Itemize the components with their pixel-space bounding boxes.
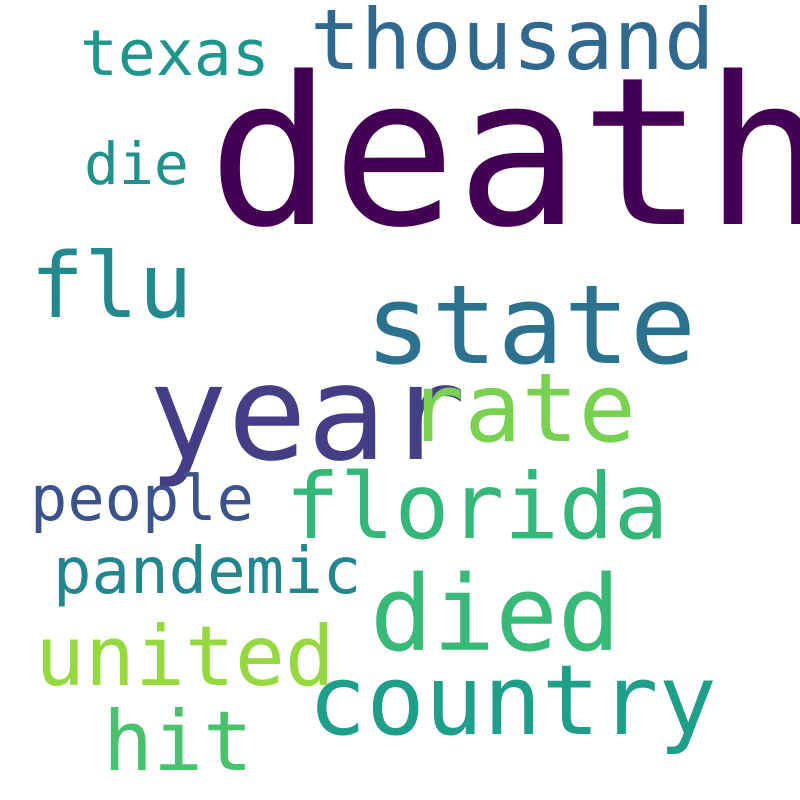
word-year: year [148,337,466,491]
word-thousand: thousand [310,0,715,89]
word-hit: hit [103,693,253,790]
word-die: die [84,130,189,198]
word-united: united [35,608,335,705]
word-texas: texas [80,17,270,90]
word-country: country [308,644,717,757]
word-flu: flu [30,234,193,339]
word-pandemic: pandemic [53,535,362,609]
word-florida: florida [285,455,669,560]
word-death: death [208,33,800,273]
word-people: people [30,462,254,535]
word-rate: rate [407,354,636,464]
word-died: died [370,553,621,675]
word-state: state [365,261,697,389]
